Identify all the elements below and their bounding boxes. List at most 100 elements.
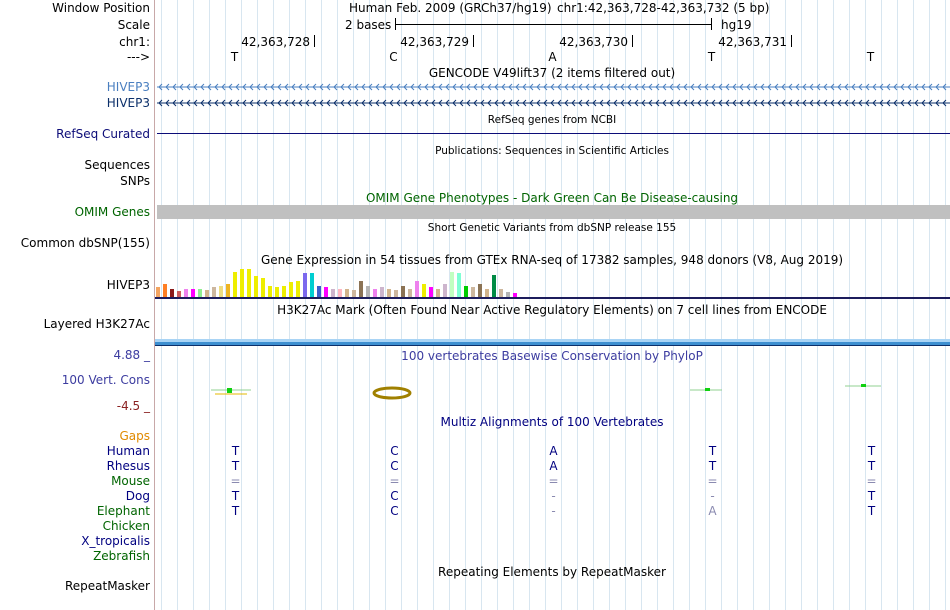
- omim-genes-label[interactable]: OMIM Genes: [74, 205, 150, 219]
- gtex-tissue-bar[interactable]: [331, 289, 335, 298]
- coord-tick: [314, 35, 315, 47]
- gtex-bar-chart[interactable]: [156, 266, 950, 298]
- gtex-tissue-bar[interactable]: [289, 282, 293, 298]
- refseq-transcript-line[interactable]: [157, 133, 950, 134]
- gtex-tissue-bar[interactable]: [506, 292, 510, 298]
- h3k27ac-title[interactable]: H3K27Ac Mark (Often Found Near Active Re…: [277, 303, 827, 317]
- gtex-tissue-bar[interactable]: [429, 287, 433, 298]
- gtex-tissue-bar[interactable]: [471, 287, 475, 298]
- gtex-tissue-bar[interactable]: [338, 289, 342, 298]
- gtex-tissue-bar[interactable]: [387, 289, 391, 298]
- gtex-tissue-bar[interactable]: [485, 289, 489, 298]
- dbsnp-title[interactable]: Short Genetic Variants from dbSNP releas…: [427, 222, 677, 234]
- species-label-dog[interactable]: Dog: [125, 489, 150, 503]
- gtex-tissue-bar[interactable]: [366, 286, 370, 298]
- assembly-title: Human Feb. 2009 (GRCh37/hg19): [349, 1, 552, 15]
- gtex-gene-label[interactable]: HIVEP3: [106, 278, 150, 292]
- gtex-tissue-bar[interactable]: [359, 281, 363, 298]
- gtex-tissue-bar[interactable]: [478, 284, 482, 298]
- species-label-chicken[interactable]: Chicken: [102, 519, 150, 533]
- gtex-tissue-bar[interactable]: [492, 275, 496, 298]
- gencode-gene-label-2[interactable]: HIVEP3: [106, 96, 150, 110]
- h3k27ac-signal[interactable]: [155, 342, 950, 345]
- gtex-tissue-bar[interactable]: [422, 284, 426, 298]
- alignment-base: T: [231, 444, 240, 458]
- publications-title[interactable]: Publications: Sequences in Scientific Ar…: [435, 145, 669, 157]
- sequences-label[interactable]: Sequences: [84, 158, 150, 172]
- phylop-mark-2: [372, 386, 412, 400]
- gtex-tissue-bar[interactable]: [415, 281, 419, 298]
- snps-label[interactable]: SNPs: [120, 174, 150, 188]
- gtex-tissue-bar[interactable]: [226, 284, 230, 298]
- gtex-tissue-bar[interactable]: [163, 284, 167, 298]
- species-label-gaps[interactable]: Gaps: [119, 429, 150, 443]
- gtex-tissue-bar[interactable]: [352, 290, 356, 298]
- gtex-tissue-bar[interactable]: [233, 272, 237, 298]
- refseq-title[interactable]: RefSeq genes from NCBI: [487, 114, 617, 126]
- species-label-mouse[interactable]: Mouse: [111, 474, 150, 488]
- gtex-tissue-bar[interactable]: [177, 291, 181, 298]
- gtex-tissue-bar[interactable]: [499, 289, 503, 298]
- gtex-tissue-bar[interactable]: [198, 289, 202, 298]
- species-label-rhesus[interactable]: Rhesus: [106, 459, 150, 473]
- omim-gene-bar[interactable]: [157, 205, 950, 219]
- gencode-transcripts[interactable]: [155, 80, 950, 110]
- gtex-tissue-bar[interactable]: [275, 287, 279, 298]
- gtex-tissue-bar[interactable]: [170, 289, 174, 298]
- track-area[interactable]: Human Feb. 2009 (GRCh37/hg19) chr1:42,36…: [155, 0, 950, 610]
- gtex-tissue-bar[interactable]: [247, 269, 251, 298]
- gridline: [353, 0, 354, 610]
- h3k27ac-label[interactable]: Layered H3K27Ac: [43, 317, 150, 331]
- strand-chevron: [354, 99, 359, 107]
- gtex-tissue-bar[interactable]: [324, 287, 328, 298]
- gtex-tissue-bar[interactable]: [513, 293, 517, 298]
- multiz-title[interactable]: Multiz Alignments of 100 Vertebrates: [440, 415, 664, 429]
- phylop-mark-4-box: [861, 384, 866, 387]
- gtex-tissue-bar[interactable]: [268, 286, 272, 298]
- omim-title[interactable]: OMIM Gene Phenotypes - Dark Green Can Be…: [365, 191, 739, 205]
- gtex-tissue-bar[interactable]: [380, 287, 384, 298]
- gencode-title[interactable]: GENCODE V49lift37 (2 items filtered out): [428, 66, 676, 80]
- strand-chevron: [823, 83, 828, 91]
- phylop-glyphs[interactable]: [155, 380, 950, 404]
- gtex-tissue-bar[interactable]: [219, 286, 223, 298]
- strand-chevron: [809, 83, 814, 91]
- gtex-tissue-bar[interactable]: [401, 286, 405, 298]
- cons-track-label[interactable]: 100 Vert. Cons: [61, 373, 150, 387]
- gtex-tissue-bar[interactable]: [240, 269, 244, 298]
- gtex-tissue-bar[interactable]: [303, 273, 307, 298]
- gtex-tissue-bar[interactable]: [464, 286, 468, 298]
- species-label-zebrafish[interactable]: Zebrafish: [93, 549, 150, 563]
- gtex-tissue-bar[interactable]: [191, 289, 195, 298]
- gtex-tissue-bar[interactable]: [394, 290, 398, 298]
- common-dbsnp-label[interactable]: Common dbSNP(155): [20, 236, 150, 250]
- gtex-tissue-bar[interactable]: [296, 281, 300, 298]
- strand-chevron: [809, 99, 814, 107]
- gtex-tissue-bar[interactable]: [282, 286, 286, 298]
- gtex-tissue-bar[interactable]: [373, 289, 377, 298]
- gtex-title[interactable]: Gene Expression in 54 tissues from GTEx …: [260, 253, 844, 267]
- repeatmasker-title[interactable]: Repeating Elements by RepeatMasker: [438, 565, 666, 579]
- h3k27ac-signal-light[interactable]: [155, 339, 950, 342]
- gtex-tissue-bar[interactable]: [156, 287, 160, 298]
- gtex-tissue-bar[interactable]: [436, 289, 440, 298]
- species-label-human[interactable]: Human: [106, 444, 150, 458]
- gtex-tissue-bar[interactable]: [457, 273, 461, 298]
- gtex-tissue-bar[interactable]: [450, 272, 454, 298]
- species-label-x_tropicalis[interactable]: X_tropicalis: [81, 534, 150, 548]
- gtex-tissue-bar[interactable]: [345, 289, 349, 298]
- gtex-tissue-bar[interactable]: [254, 276, 258, 298]
- gencode-gene-label-1[interactable]: HIVEP3: [106, 80, 150, 94]
- gtex-tissue-bar[interactable]: [408, 289, 412, 298]
- species-label-elephant[interactable]: Elephant: [96, 504, 150, 518]
- gtex-tissue-bar[interactable]: [205, 290, 209, 298]
- gtex-tissue-bar[interactable]: [184, 289, 188, 298]
- gtex-tissue-bar[interactable]: [443, 284, 447, 298]
- repeatmasker-label[interactable]: RepeatMasker: [64, 579, 150, 593]
- phylop-title[interactable]: 100 vertebrates Basewise Conservation by…: [401, 349, 703, 363]
- gtex-tissue-bar[interactable]: [317, 286, 321, 298]
- gtex-tissue-bar[interactable]: [261, 278, 265, 298]
- gtex-tissue-bar[interactable]: [212, 287, 216, 298]
- refseq-label[interactable]: RefSeq Curated: [56, 127, 150, 141]
- gtex-tissue-bar[interactable]: [310, 273, 314, 298]
